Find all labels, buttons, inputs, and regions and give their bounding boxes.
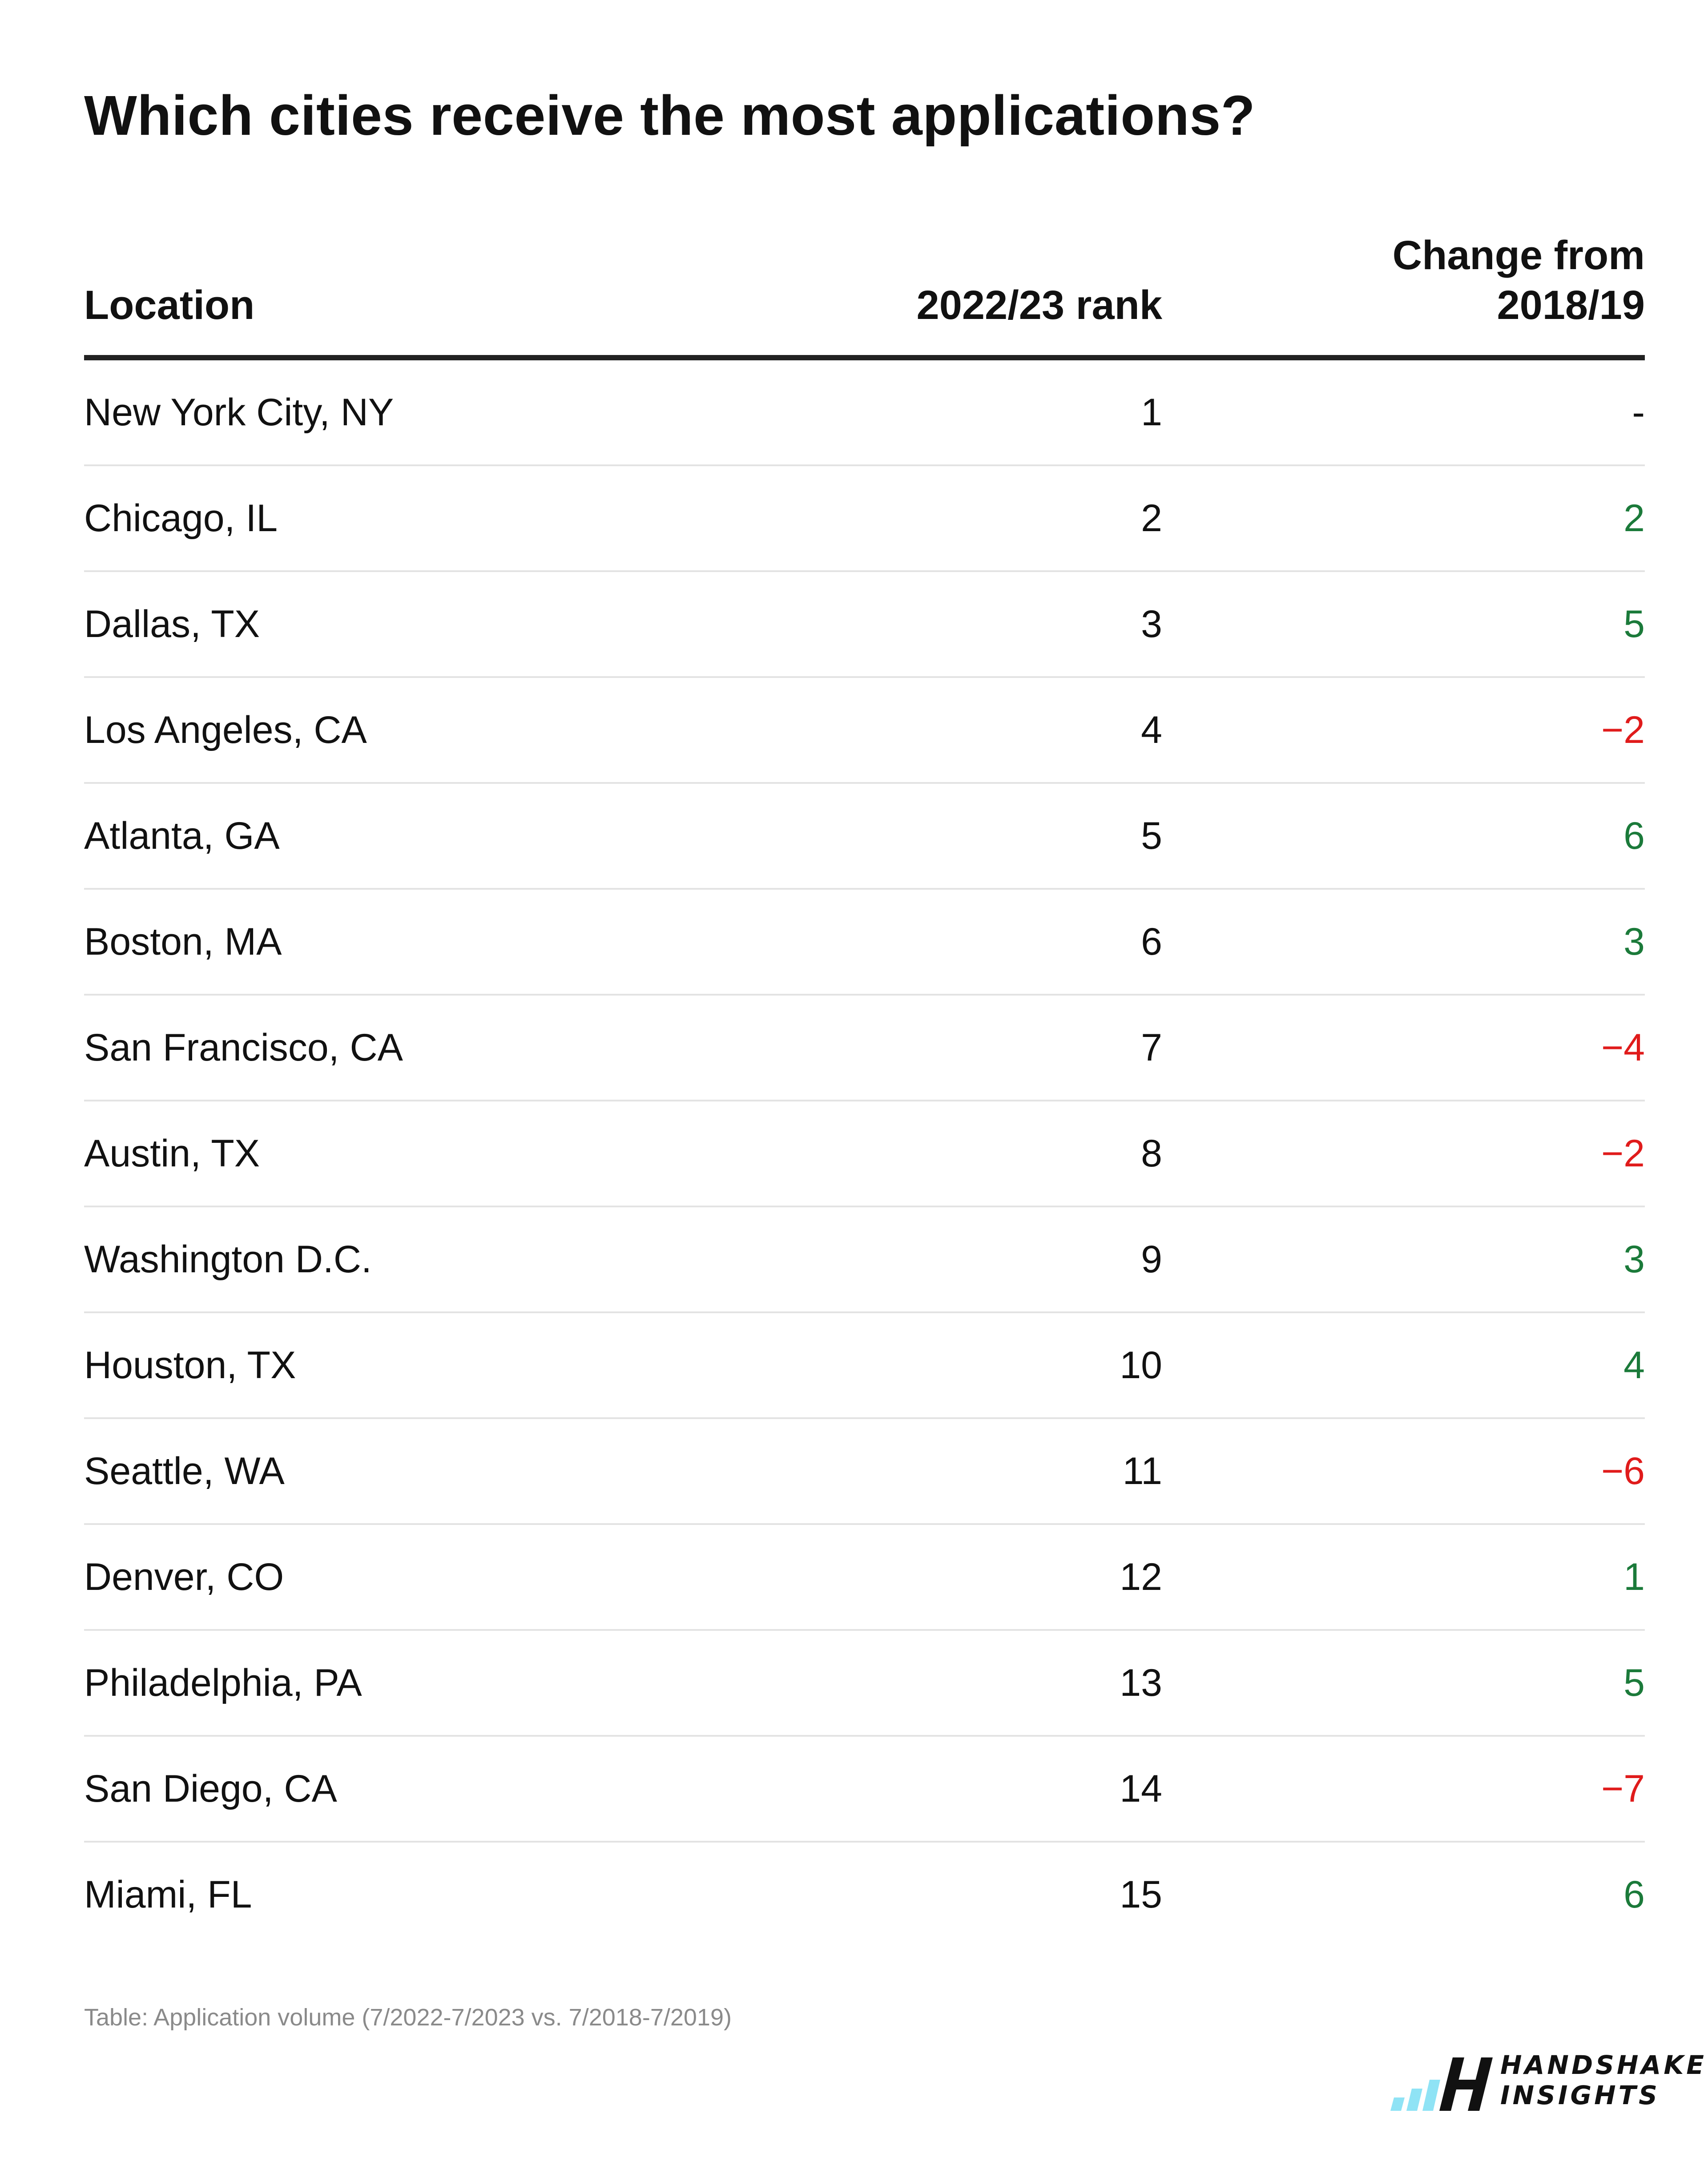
table-row: Boston, MA 6 3: [84, 890, 1645, 996]
handshake-bars-h-icon: [1390, 2057, 1493, 2111]
cell-location: Atlanta, GA: [84, 815, 280, 857]
logo-text-handshake: HANDSHAKE: [1500, 2050, 1707, 2080]
cell-change: −2: [1601, 709, 1645, 751]
cell-change: 4: [1623, 1344, 1645, 1387]
cell-change: 6: [1623, 1873, 1645, 1916]
cell-rank: 15: [1120, 1873, 1162, 1916]
cell-location: Dallas, TX: [84, 603, 260, 645]
cell-change: 3: [1623, 1238, 1645, 1281]
column-header-change: Change from 2018/19: [1393, 230, 1645, 330]
logo-text-insights: INSIGHTS: [1500, 2080, 1660, 2110]
cell-location: New York City, NY: [84, 391, 394, 434]
cell-location: Philadelphia, PA: [84, 1662, 362, 1704]
cell-rank: 13: [1120, 1662, 1162, 1704]
cell-location: Denver, CO: [84, 1556, 284, 1598]
cell-change: 2: [1623, 497, 1645, 540]
table-header: Location 2022/23 rank Change from 2018/1…: [84, 231, 1645, 360]
cell-rank: 4: [1141, 709, 1162, 751]
cell-location: San Diego, CA: [84, 1767, 337, 1810]
cell-location: Austin, TX: [84, 1132, 260, 1175]
table-row: Philadelphia, PA 13 5: [84, 1631, 1645, 1737]
table-row: Los Angeles, CA 4 −2: [84, 678, 1645, 784]
cell-change: −7: [1601, 1767, 1645, 1810]
cell-rank: 14: [1120, 1767, 1162, 1810]
cell-change: -: [1632, 391, 1645, 434]
cell-rank: 3: [1141, 603, 1162, 645]
cell-location: Seattle, WA: [84, 1450, 285, 1492]
table-row: Seattle, WA 11 −6: [84, 1419, 1645, 1525]
table-row: Houston, TX 10 4: [84, 1313, 1645, 1419]
cell-location: Los Angeles, CA: [84, 709, 367, 751]
handshake-insights-logo: HANDSHAKE INSIGHTS: [1387, 2049, 1704, 2115]
cell-rank: 8: [1141, 1132, 1162, 1175]
cell-rank: 7: [1141, 1026, 1162, 1069]
cell-rank: 10: [1120, 1344, 1162, 1387]
cell-change: −6: [1601, 1450, 1645, 1492]
cell-location: Miami, FL: [84, 1873, 252, 1916]
chart-title: Which cities receive the most applicatio…: [84, 84, 1256, 147]
cell-location: Chicago, IL: [84, 497, 278, 540]
cell-location: Houston, TX: [84, 1344, 296, 1387]
cell-rank: 12: [1120, 1556, 1162, 1598]
column-header-rank: 2022/23 rank: [916, 282, 1162, 328]
cell-rank: 5: [1141, 815, 1162, 857]
cell-location: Boston, MA: [84, 920, 282, 963]
table-row: Dallas, TX 3 5: [84, 572, 1645, 678]
table-row: San Diego, CA 14 −7: [84, 1737, 1645, 1843]
table-row: Denver, CO 12 1: [84, 1525, 1645, 1631]
cell-location: Washington D.C.: [84, 1238, 372, 1281]
column-header-location: Location: [84, 282, 255, 328]
table-row: Atlanta, GA 5 6: [84, 784, 1645, 890]
table-row: Austin, TX 8 −2: [84, 1101, 1645, 1207]
table-row: New York City, NY 1 -: [84, 360, 1645, 466]
cell-change: 3: [1623, 920, 1645, 963]
table-body: New York City, NY 1 - Chicago, IL 2 2 Dallas, …: [84, 360, 1645, 1948]
source-note: Table: Application volume (7/2022-7/2023…: [84, 2004, 732, 2031]
cell-location: San Francisco, CA: [84, 1026, 403, 1069]
cell-rank: 1: [1141, 391, 1162, 434]
cell-change: −2: [1601, 1132, 1645, 1175]
cell-change: 6: [1623, 815, 1645, 857]
cell-change: 5: [1623, 603, 1645, 645]
cell-rank: 9: [1141, 1238, 1162, 1281]
cell-change: −4: [1601, 1026, 1645, 1069]
table-row: Chicago, IL 2 2: [84, 466, 1645, 572]
cell-rank: 6: [1141, 920, 1162, 963]
table-row: Washington D.C. 9 3: [84, 1207, 1645, 1313]
cell-change: 5: [1623, 1662, 1645, 1704]
table-row: Miami, FL 15 6: [84, 1843, 1645, 1948]
cell-rank: 2: [1141, 497, 1162, 540]
column-header-change-line1: Change from: [1392, 233, 1645, 278]
column-header-change-line2: 2018/19: [1497, 282, 1645, 328]
table-row: San Francisco, CA 7 −4: [84, 996, 1645, 1101]
cell-change: 1: [1623, 1556, 1645, 1598]
cell-rank: 11: [1122, 1450, 1162, 1492]
